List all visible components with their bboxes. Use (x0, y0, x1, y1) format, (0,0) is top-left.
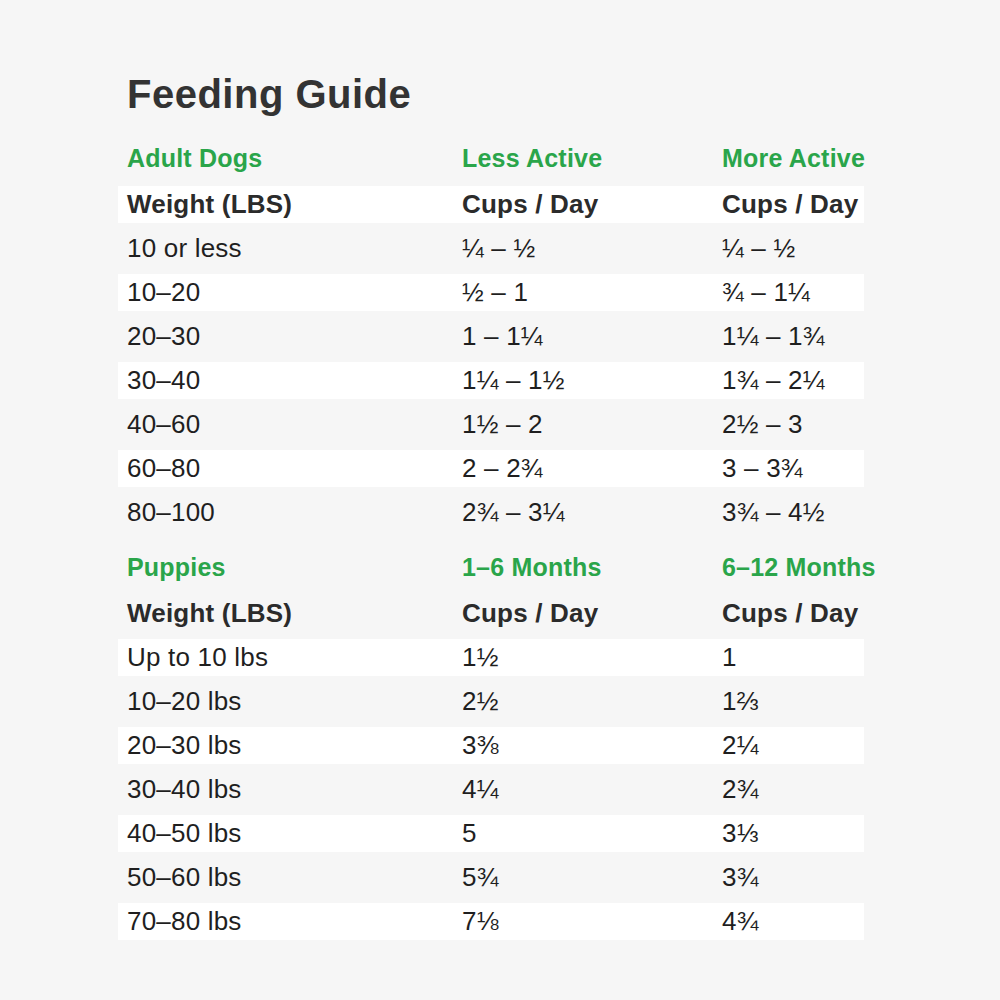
months-1-6-cell: 4¼ (462, 774, 722, 805)
table-row: 20–30 lbs 3⅜ 2¼ (118, 727, 864, 764)
adult-section-header-row: Adult Dogs Less Active More Active (118, 146, 864, 171)
months-6-12-cell: 2¾ (722, 774, 864, 805)
puppies-cups-day-header-1: Cups / Day (462, 598, 722, 629)
weight-cell: 30–40 (127, 365, 462, 396)
months-1-6-cell: 5¾ (462, 862, 722, 893)
months-6-12-cell: 2¼ (722, 730, 864, 761)
weight-cell: 10–20 lbs (127, 686, 462, 717)
puppies-section-header-row: Puppies 1–6 Months 6–12 Months (118, 555, 864, 580)
less-active-cell: 2 – 2¾ (462, 453, 722, 484)
puppies-table: Puppies 1–6 Months 6–12 Months Weight (L… (118, 555, 864, 940)
weight-cell: 70–80 lbs (127, 906, 462, 937)
weight-cell: 60–80 (127, 453, 462, 484)
table-row: Up to 10 lbs 1½ 1 (118, 639, 864, 676)
table-row: 70–80 lbs 7⅛ 4¾ (118, 903, 864, 940)
table-row: 50–60 lbs 5¾ 3¾ (118, 859, 864, 896)
adult-cups-day-header-1: Cups / Day (462, 189, 722, 220)
adult-cups-day-header-2: Cups / Day (722, 189, 864, 220)
feeding-guide-content: Feeding Guide Adult Dogs Less Active Mor… (118, 74, 864, 947)
months-1-6-cell: 7⅛ (462, 906, 722, 937)
more-active-cell: 1¾ – 2¼ (722, 365, 864, 396)
more-active-cell: 2½ – 3 (722, 409, 864, 440)
page-title: Feeding Guide (118, 74, 864, 114)
weight-cell: 10 or less (127, 233, 462, 264)
adult-more-active-header: More Active (722, 146, 864, 171)
more-active-cell: 3¾ – 4½ (722, 497, 864, 528)
table-row: 10–20 lbs 2½ 1⅔ (118, 683, 864, 720)
less-active-cell: ¼ – ½ (462, 233, 722, 264)
table-row: 40–50 lbs 5 3⅓ (118, 815, 864, 852)
weight-cell: 50–60 lbs (127, 862, 462, 893)
adult-section-label: Adult Dogs (127, 146, 462, 171)
adult-weight-header: Weight (LBS) (127, 189, 462, 220)
months-6-12-cell: 4¾ (722, 906, 864, 937)
less-active-cell: ½ – 1 (462, 277, 722, 308)
months-1-6-cell: 2½ (462, 686, 722, 717)
adult-less-active-header: Less Active (462, 146, 722, 171)
table-row: 20–30 1 – 1¼ 1¼ – 1¾ (118, 318, 864, 355)
puppies-weight-header: Weight (LBS) (127, 598, 462, 629)
weight-cell: 80–100 (127, 497, 462, 528)
puppies-6-12-months-header: 6–12 Months (722, 555, 864, 580)
feeding-guide-image: Feeding Guide Adult Dogs Less Active Mor… (0, 0, 1000, 1000)
table-row: 10 or less ¼ – ½ ¼ – ½ (118, 230, 864, 267)
months-6-12-cell: 3⅓ (722, 818, 864, 849)
table-row: 10–20 ½ – 1 ¾ – 1¼ (118, 274, 864, 311)
weight-cell: 40–60 (127, 409, 462, 440)
weight-cell: 10–20 (127, 277, 462, 308)
months-1-6-cell: 3⅜ (462, 730, 722, 761)
months-1-6-cell: 1½ (462, 642, 722, 673)
puppies-cups-day-header-2: Cups / Day (722, 598, 864, 629)
less-active-cell: 1½ – 2 (462, 409, 722, 440)
weight-cell: 20–30 (127, 321, 462, 352)
more-active-cell: 1¼ – 1¾ (722, 321, 864, 352)
puppies-1-6-months-header: 1–6 Months (462, 555, 722, 580)
weight-cell: 30–40 lbs (127, 774, 462, 805)
months-1-6-cell: 5 (462, 818, 722, 849)
adult-column-header-row: Weight (LBS) Cups / Day Cups / Day (118, 186, 864, 223)
less-active-cell: 1 – 1¼ (462, 321, 722, 352)
more-active-cell: ¾ – 1¼ (722, 277, 864, 308)
table-row: 30–40 1¼ – 1½ 1¾ – 2¼ (118, 362, 864, 399)
weight-cell: 40–50 lbs (127, 818, 462, 849)
more-active-cell: ¼ – ½ (722, 233, 864, 264)
months-6-12-cell: 1⅔ (722, 686, 864, 717)
table-row: 80–100 2¾ – 3¼ 3¾ – 4½ (118, 494, 864, 531)
months-6-12-cell: 1 (722, 642, 864, 673)
more-active-cell: 3 – 3¾ (722, 453, 864, 484)
weight-cell: Up to 10 lbs (127, 642, 462, 673)
less-active-cell: 1¼ – 1½ (462, 365, 722, 396)
less-active-cell: 2¾ – 3¼ (462, 497, 722, 528)
table-row: 40–60 1½ – 2 2½ – 3 (118, 406, 864, 443)
table-row: 30–40 lbs 4¼ 2¾ (118, 771, 864, 808)
table-row: 60–80 2 – 2¾ 3 – 3¾ (118, 450, 864, 487)
weight-cell: 20–30 lbs (127, 730, 462, 761)
adult-dogs-table: Adult Dogs Less Active More Active Weigh… (118, 146, 864, 531)
months-6-12-cell: 3¾ (722, 862, 864, 893)
puppies-column-header-row: Weight (LBS) Cups / Day Cups / Day (118, 595, 864, 632)
puppies-section-label: Puppies (127, 555, 462, 580)
